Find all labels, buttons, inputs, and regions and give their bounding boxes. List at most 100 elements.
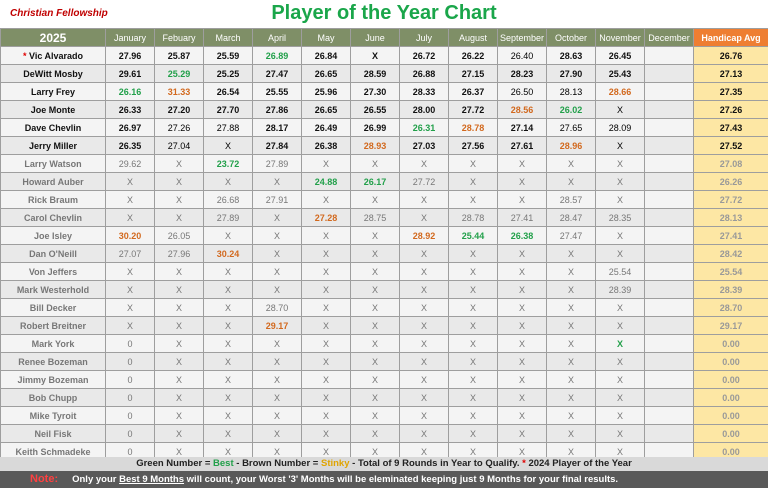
score-cell: 27.90 xyxy=(546,64,596,83)
score-cell: 28.63 xyxy=(546,46,596,65)
score-cell: 0 xyxy=(105,334,155,353)
handicap-avg-cell: 0.00 xyxy=(693,352,768,371)
score-cell xyxy=(644,226,694,245)
score-cell: 26.22 xyxy=(448,46,498,65)
score-cell: X xyxy=(497,262,547,281)
score-cell: X xyxy=(350,406,400,425)
table-row: Renee Bozeman 0 X X X X X X X X X X 0.00 xyxy=(0,352,768,371)
player-name-cell: Von Jeffers xyxy=(0,262,106,281)
score-cell xyxy=(644,316,694,335)
score-cell: 25.44 xyxy=(448,226,498,245)
score-cell: X xyxy=(497,244,547,263)
score-cell: 28.78 xyxy=(448,208,498,227)
score-cell: X xyxy=(203,352,253,371)
legend-brown-prefix: - Brown Number = xyxy=(233,458,321,469)
score-cell: 27.07 xyxy=(105,244,155,263)
score-cell: X xyxy=(350,154,400,173)
score-cell: 25.87 xyxy=(154,46,204,65)
table-row: Joe Monte 26.33 27.20 27.70 27.86 26.65 26.55 2… xyxy=(0,100,768,119)
score-cell: X xyxy=(154,388,204,407)
table-row: Mark York 0 X X X X X X X X X X 0.00 xyxy=(0,334,768,353)
score-cell xyxy=(644,298,694,317)
player-name-cell: * Vic Alvarado xyxy=(0,46,106,65)
score-cell: 28.09 xyxy=(595,118,645,137)
score-cell: X xyxy=(203,280,253,299)
score-cell: X xyxy=(595,352,645,371)
handicap-avg-cell: 27.08 xyxy=(693,154,768,173)
score-cell: X xyxy=(399,208,449,227)
table-row: Mark Westerhold X X X X X X X X X X 28.39 28.39 xyxy=(0,280,768,299)
score-cell: 26.97 xyxy=(105,118,155,137)
score-cell: X xyxy=(301,352,351,371)
score-cell: X xyxy=(252,172,302,191)
player-name: Rick Braum xyxy=(27,194,79,205)
score-cell: 26.99 xyxy=(350,118,400,137)
year-header: 2025 xyxy=(0,28,106,47)
score-cell: 26.65 xyxy=(301,100,351,119)
score-cell: 28.75 xyxy=(350,208,400,227)
player-name: Dan O'Neill xyxy=(29,248,77,259)
score-cell: 26.05 xyxy=(154,226,204,245)
score-cell xyxy=(644,100,694,119)
score-cell xyxy=(644,388,694,407)
score-cell: 27.89 xyxy=(252,154,302,173)
score-cell: X xyxy=(546,334,596,353)
score-cell: X xyxy=(595,172,645,191)
score-cell: 27.72 xyxy=(399,172,449,191)
player-name: Larry Watson xyxy=(24,158,82,169)
score-cell: X xyxy=(252,226,302,245)
note-post: will count, your Worst '3' Months will b… xyxy=(184,474,619,485)
table-row: Robert Breitner X X X 29.17 X X X X X X X 29.17 xyxy=(0,316,768,335)
score-cell: X xyxy=(497,280,547,299)
score-cell: X xyxy=(546,298,596,317)
score-cell: X xyxy=(546,316,596,335)
score-cell: X xyxy=(399,262,449,281)
score-cell: X xyxy=(399,388,449,407)
score-cell: X xyxy=(105,190,155,209)
legend-best: Best xyxy=(213,458,234,469)
handicap-avg-cell: 27.52 xyxy=(693,136,768,155)
score-cell xyxy=(644,154,694,173)
score-cell: X xyxy=(448,424,498,443)
score-cell: X xyxy=(399,280,449,299)
player-name: Bill Decker xyxy=(29,302,77,313)
score-cell xyxy=(644,118,694,137)
score-cell xyxy=(644,352,694,371)
score-cell: X xyxy=(203,136,253,155)
score-cell: X xyxy=(350,442,400,461)
score-cell: X xyxy=(154,208,204,227)
score-cell: X xyxy=(301,370,351,389)
score-cell: 26.02 xyxy=(546,100,596,119)
score-cell: X xyxy=(252,406,302,425)
score-cell: 25.55 xyxy=(252,82,302,101)
month-header: Febuary xyxy=(154,28,204,47)
score-cell: X xyxy=(154,298,204,317)
score-cell: X xyxy=(350,370,400,389)
score-cell: X xyxy=(546,388,596,407)
score-cell: X xyxy=(252,244,302,263)
handicap-avg-cell: 28.70 xyxy=(693,298,768,317)
score-cell: 30.24 xyxy=(203,244,253,263)
player-name: Joe Isley xyxy=(33,230,73,241)
score-cell: X xyxy=(203,262,253,281)
handicap-avg-cell: 25.54 xyxy=(693,262,768,281)
score-cell: X xyxy=(350,46,400,65)
score-cell: X xyxy=(252,280,302,299)
score-cell: X xyxy=(154,262,204,281)
score-cell: 26.50 xyxy=(497,82,547,101)
score-cell: X xyxy=(497,334,547,353)
note-underlined: Best 9 Months xyxy=(119,474,185,485)
score-cell: 26.54 xyxy=(203,82,253,101)
score-cell: X xyxy=(448,370,498,389)
score-cell: X xyxy=(154,370,204,389)
score-cell: X xyxy=(154,406,204,425)
score-cell: X xyxy=(154,316,204,335)
score-cell: 25.25 xyxy=(203,64,253,83)
score-cell: X xyxy=(301,424,351,443)
score-cell: 30.20 xyxy=(105,226,155,245)
score-cell xyxy=(644,406,694,425)
score-cell: X xyxy=(448,190,498,209)
score-cell: X xyxy=(546,154,596,173)
player-name-cell: Keith Schmadeke xyxy=(0,442,106,461)
handicap-avg-cell: 0.00 xyxy=(693,406,768,425)
